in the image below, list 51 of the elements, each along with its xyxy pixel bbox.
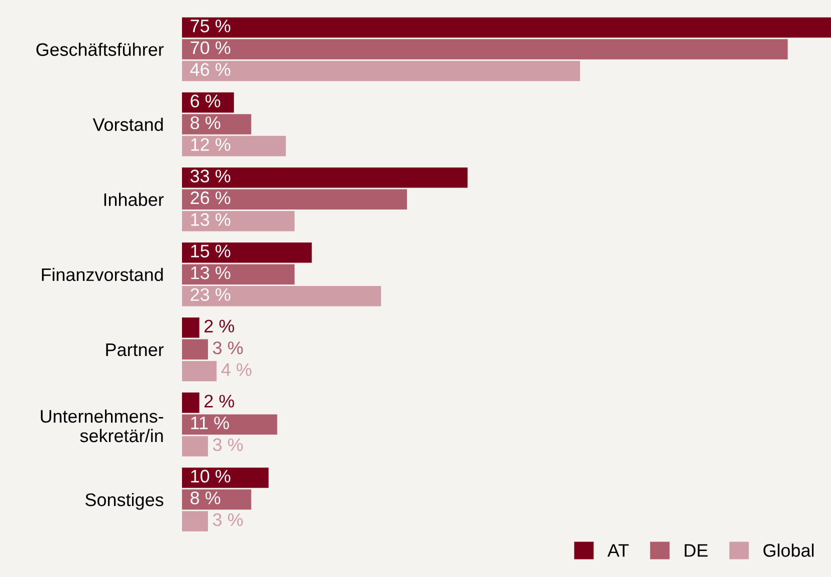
bar [182, 242, 312, 263]
data-label: 75 % [190, 20, 230, 32]
y-tick-label: Partner [106, 344, 164, 356]
legend-label: DE [684, 544, 708, 557]
bar [182, 414, 278, 435]
bar [182, 136, 286, 156]
data-label: 12 % [191, 138, 230, 151]
bar [182, 436, 208, 456]
data-label: 13 % [191, 213, 230, 226]
y-tick-label: Inhaber [104, 192, 164, 206]
data-label: 46 % [190, 63, 230, 76]
data-label: 4 % [221, 363, 252, 376]
bar [182, 39, 788, 60]
legend-label: Global [763, 544, 814, 557]
data-label: 6 % [190, 94, 220, 108]
bar [182, 392, 200, 413]
data-label: 2 % [204, 394, 234, 408]
y-tick-label: Finanzvorstand [42, 268, 163, 282]
y-tick-label: Sonstiges [85, 492, 164, 510]
bar [182, 17, 831, 38]
data-label: 13 % [191, 266, 230, 280]
data-label: 3 % [212, 513, 243, 526]
data-label: 70 % [190, 41, 230, 54]
data-label: 3 % [212, 341, 243, 354]
bar [182, 114, 252, 134]
data-label: 26 % [190, 191, 230, 204]
bar [182, 339, 208, 360]
bar [182, 210, 294, 232]
bar [182, 60, 580, 82]
bar [182, 167, 468, 188]
y-tick-label: Geschäftsführer [36, 42, 164, 56]
data-label: 10 % [191, 470, 230, 483]
data-label: 11 % [191, 416, 229, 430]
bar [182, 489, 252, 510]
data-label: 33 % [190, 170, 230, 182]
bar [182, 468, 269, 488]
bar [182, 286, 382, 306]
data-label: 8 % [190, 492, 220, 504]
bar [182, 511, 208, 532]
data-label: 23 % [190, 288, 230, 301]
data-label: 3 % [212, 438, 243, 452]
data-label: 8 % [190, 116, 220, 130]
bar [182, 264, 294, 285]
y-tick-label: Unternehmens- sekretär/in [40, 409, 164, 442]
bar [182, 318, 200, 338]
data-label: 15 % [191, 244, 230, 258]
bar [182, 189, 407, 210]
legend-label: AT [607, 544, 629, 557]
y-tick-label: Vorstand [92, 118, 163, 132]
data-label: 2 % [204, 320, 234, 332]
bar [182, 361, 217, 382]
